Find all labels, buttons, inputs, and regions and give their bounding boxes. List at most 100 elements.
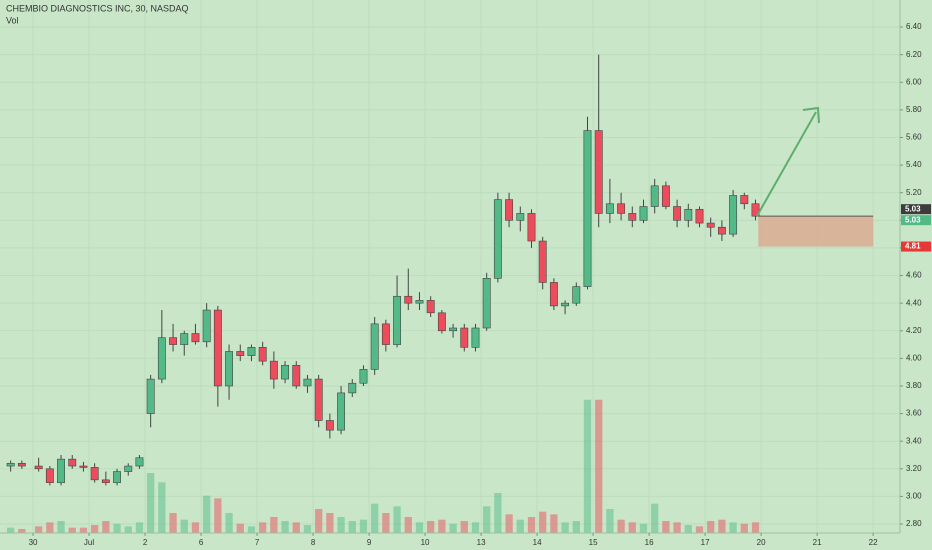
candle-body [717, 226, 726, 235]
volume-bar [539, 511, 547, 533]
candle-body [68, 458, 77, 467]
volume-bar [415, 522, 424, 533]
volume-bar [550, 514, 558, 533]
volume-bar [158, 482, 166, 533]
projection-arrow [756, 111, 817, 217]
volume-bar [527, 517, 536, 533]
volume-bar [438, 519, 446, 533]
x-tick-label: 20 [757, 538, 766, 547]
volume-bar [516, 519, 524, 533]
volume-bar [348, 521, 356, 533]
candle-body [348, 382, 357, 394]
volume-bar [572, 521, 580, 533]
stop-price-box [901, 241, 931, 252]
candle-body [594, 130, 603, 214]
y-tick-label: 3.40 [906, 436, 922, 445]
volume-bar [707, 521, 715, 533]
volume-bar [18, 529, 26, 533]
candle-body [493, 199, 502, 279]
candle-body [706, 222, 715, 228]
candle-body [583, 130, 592, 287]
volume-bar [393, 506, 401, 533]
candle-body [45, 468, 54, 483]
candle-body [90, 467, 99, 481]
volume-bar [404, 517, 412, 533]
candle-body [605, 203, 614, 214]
volume-bar [494, 493, 502, 533]
candle-body [135, 457, 144, 467]
volume-bar [651, 503, 659, 533]
candle-body [561, 302, 570, 307]
candle-body [695, 208, 704, 224]
x-tick-label: 30 [29, 538, 38, 547]
candle-body [572, 286, 581, 304]
candle-body [437, 312, 446, 332]
candle-body [281, 364, 290, 380]
candle-body [6, 462, 15, 467]
volume-bar [695, 526, 704, 533]
candle-body [180, 333, 189, 345]
volume-bar [7, 527, 15, 533]
candle-body [113, 471, 121, 483]
candle-body [381, 323, 390, 345]
y-tick-label: 4.20 [906, 326, 922, 335]
volume-bar [91, 525, 99, 533]
candle-body [359, 369, 368, 384]
volume-bar [371, 503, 379, 533]
candle-body [482, 278, 491, 329]
y-tick-label: 3.80 [906, 381, 922, 390]
x-tick-label: 10 [421, 538, 430, 547]
last-price-box [901, 204, 931, 215]
volume-bar [236, 523, 244, 533]
candle-body [79, 465, 88, 468]
volume-label: Vol [6, 15, 19, 25]
candle-body [426, 300, 435, 314]
volume-bar [135, 522, 144, 533]
candle-body [415, 300, 424, 304]
stop-zone [758, 216, 874, 247]
candle-body [337, 392, 346, 431]
volume-bar [751, 522, 760, 533]
volume-bar [483, 506, 491, 533]
x-tick-label: 22 [869, 538, 878, 547]
candle-body [617, 203, 626, 214]
y-tick-label: 3.00 [906, 492, 922, 501]
x-tick-label: 2 [143, 538, 148, 547]
candle-body [729, 195, 738, 235]
y-tick-label: 5.80 [906, 105, 922, 114]
volume-bar [628, 522, 636, 533]
y-tick-label: 6.20 [906, 50, 922, 59]
candle-body [527, 213, 536, 242]
candle-body [157, 337, 166, 380]
candle-body [673, 206, 682, 221]
x-tick-label: 16 [645, 538, 654, 547]
x-tick-label: 7 [255, 538, 260, 547]
volume-bar [449, 523, 457, 533]
volume-bar [281, 521, 289, 533]
entry-price-label: 5.03 [905, 215, 921, 224]
candle-body [393, 295, 402, 345]
x-tick-label: 9 [367, 538, 372, 547]
volume-bar [606, 509, 614, 533]
volume-bar [191, 522, 200, 533]
volume-bar [460, 521, 468, 533]
volume-bar [359, 519, 368, 533]
y-tick-label: 4.00 [906, 353, 922, 362]
y-tick-label: 4.60 [906, 271, 922, 280]
candle-body [684, 208, 693, 221]
candle-body [325, 420, 334, 431]
volume-bar [326, 513, 334, 533]
candle-body [247, 347, 256, 356]
y-tick-label: 3.20 [906, 464, 922, 473]
candle-body [740, 195, 749, 205]
volume-bar [337, 517, 345, 533]
volume-bar [113, 523, 121, 533]
volume-layer [7, 399, 760, 533]
candle-layer [6, 54, 760, 486]
volume-bar [303, 525, 312, 533]
volume-bar [673, 522, 681, 533]
candle-body [258, 347, 267, 362]
volume-bar [203, 495, 211, 533]
